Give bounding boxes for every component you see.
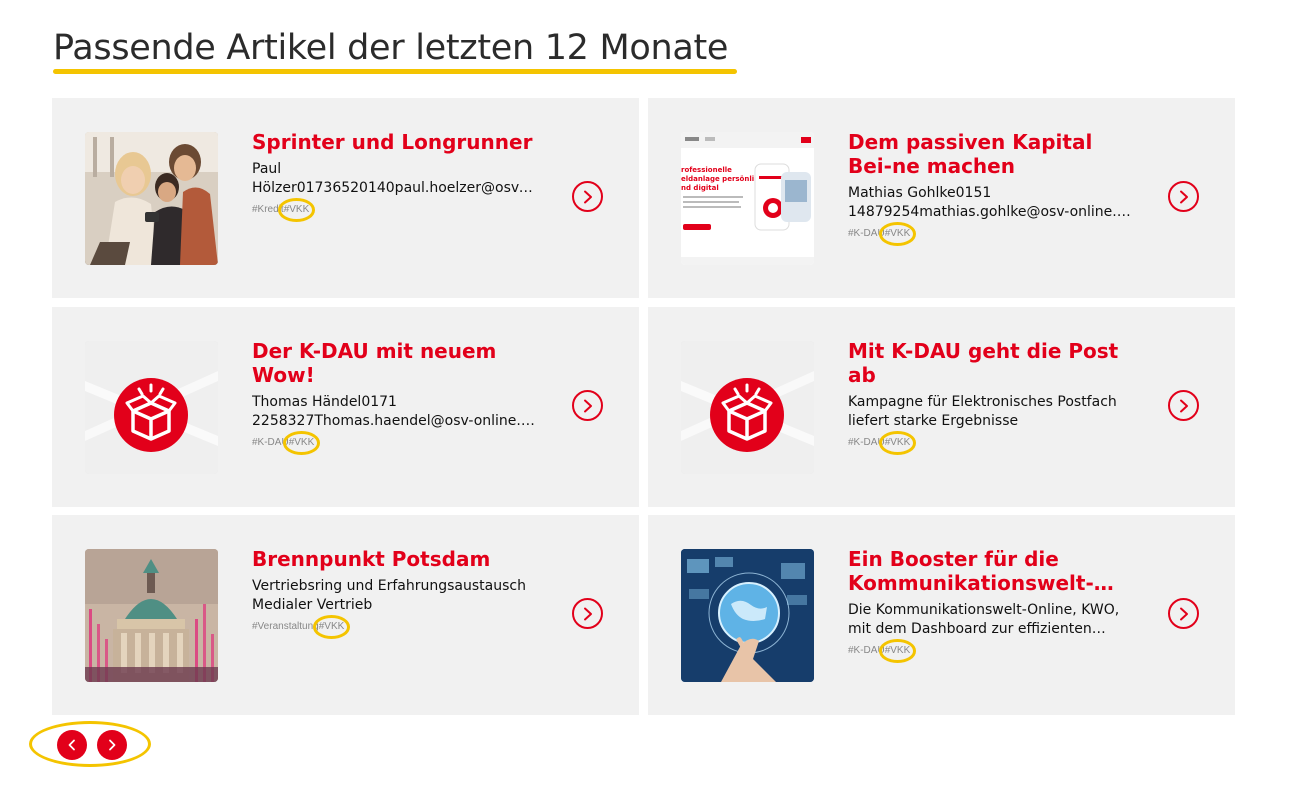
description-line: Die Kommunikationswelt-Online, KWO, [848,602,1120,618]
article-title[interactable]: Dem passiven Kapital Bei-ne machen [848,130,1093,178]
thumbnail-text: nd digital [681,184,719,192]
chevron-left-icon [68,739,75,751]
article-title[interactable]: Brennpunkt Potsdam [252,547,491,571]
article-content: Der K-DAU mit neuem Wow! Thomas Händel01… [252,339,542,455]
chevron-right-icon [109,739,116,751]
description-line: Hölzer01736520140paul.hoelzer@osv-… [252,180,537,196]
title-underline [53,69,737,74]
tag[interactable]: #Veranstaltung [252,621,319,632]
tag-list: #K-DAU#VKK [848,431,1138,455]
article-title[interactable]: Ein Booster für die Kommunikationswelt-… [848,547,1114,595]
thumbnail-text: eldanlage persönlich [681,175,763,183]
tag[interactable]: #K-DAU [848,437,885,448]
article-description: Die Kommunikationswelt-Online, KWO, mit … [848,601,1133,639]
article-thumbnail[interactable] [681,549,814,682]
chevron-right-icon [583,190,592,203]
chevron-right-icon [583,399,592,412]
description-line: Paul [252,161,282,177]
article-grid: Sprinter und Longrunner Paul Hölzer01736… [52,98,1235,715]
chevron-right-icon [1179,399,1188,412]
tag[interactable]: #K-DAU [848,228,885,239]
chevron-right-icon [583,607,592,620]
article-description: Mathias Gohlke0151 14879254mathias.gohlk… [848,184,1133,222]
tag-list: #K-DAU#VKK [848,222,1138,246]
description-line: 2258327Thomas.haendel@osv-online.d… [252,413,537,429]
open-article-button[interactable] [572,598,603,629]
tag-highlighted[interactable]: #VKK [878,639,916,663]
article-thumbnail[interactable] [681,341,814,474]
article-thumbnail[interactable] [85,549,218,682]
description-line: Thomas Händel0171 [252,394,397,410]
k-dau-box-icon [681,341,814,474]
k-dau-box-icon [85,341,218,474]
tag-list: #K-DAU#VKK [252,431,542,455]
tech-globe-photo [681,549,814,682]
tag-list: #Veranstaltung#VKK [252,615,542,639]
carousel-pager [29,721,151,767]
article-thumbnail[interactable] [85,132,218,265]
tag-list: #Kredit#VKK [252,198,542,222]
open-article-button[interactable] [1168,598,1199,629]
description-line: Mathias Gohlke0151 [848,185,992,201]
tag-highlighted[interactable]: #VKK [312,615,350,639]
article-thumbnail[interactable] [85,341,218,474]
open-article-button[interactable] [1168,390,1199,421]
article-card[interactable]: rofessionelle eldanlage persönlich nd di… [648,98,1235,298]
description-line: Vertriebsring und Erfahrungsaustausch [252,578,526,594]
article-content: Ein Booster für die Kommunikationswelt-…… [848,547,1138,663]
description-line: liefert starke Ergebnisse [848,413,1019,429]
open-article-button[interactable] [572,390,603,421]
article-content: Sprinter und Longrunner Paul Hölzer01736… [252,130,542,222]
open-article-button[interactable] [572,181,603,212]
tag-list: #K-DAU#VKK [848,639,1138,663]
description-line: mit dem Dashboard zur effizienten… [848,621,1106,637]
description-line: Kampagne für Elektronisches Postfach [848,394,1117,410]
tag[interactable]: #Kredit [252,204,284,215]
chevron-right-icon [1179,190,1188,203]
article-title[interactable]: Der K-DAU mit neuem Wow! [252,339,497,387]
article-card[interactable]: Der K-DAU mit neuem Wow! Thomas Händel01… [52,307,639,507]
article-title[interactable]: Sprinter und Longrunner [252,130,533,154]
article-card[interactable]: Ein Booster für die Kommunikationswelt-…… [648,515,1235,715]
article-content: Dem passiven Kapital Bei-ne machen Mathi… [848,130,1138,246]
open-article-button[interactable] [1168,181,1199,212]
article-card[interactable]: Mit K-DAU geht die Post ab Kampagne für … [648,307,1235,507]
page-title: Passende Artikel der letzten 12 Monate [53,28,729,68]
thumbnail-text: rofessionelle [681,166,732,174]
tag[interactable]: #K-DAU [252,437,289,448]
description-line: Medialer Vertrieb [252,597,373,613]
previous-page-button[interactable] [57,730,87,760]
article-description: Thomas Händel0171 2258327Thomas.haendel@… [252,393,537,431]
description-line: 14879254mathias.gohlke@osv-online.d… [848,204,1133,220]
article-description: Paul Hölzer01736520140paul.hoelzer@osv-… [252,160,537,198]
document-screenshot: rofessionelle eldanlage persönlich nd di… [681,132,814,265]
pager-highlight [29,721,151,767]
section-header: Passende Artikel der letzten 12 Monate [53,24,737,74]
tag-highlighted[interactable]: #VKK [878,222,916,246]
article-description: Vertriebsring und Erfahrungsaustausch Me… [252,577,537,615]
article-description: Kampagne für Elektronisches Postfach lie… [848,393,1133,431]
article-title[interactable]: Mit K-DAU geht die Post ab [848,339,1119,387]
chevron-right-icon [1179,607,1188,620]
tag-highlighted[interactable]: #VKK [282,431,320,455]
tag-highlighted[interactable]: #VKK [277,198,315,222]
tag-highlighted[interactable]: #VKK [878,431,916,455]
article-thumbnail[interactable]: rofessionelle eldanlage persönlich nd di… [681,132,814,265]
tag[interactable]: #K-DAU [848,645,885,656]
potsdam-dome-photo [85,549,218,682]
next-page-button[interactable] [97,730,127,760]
article-card[interactable]: Brennpunkt Potsdam Vertriebsring und Erf… [52,515,639,715]
article-content: Brennpunkt Potsdam Vertriebsring und Erf… [252,547,542,639]
article-content: Mit K-DAU geht die Post ab Kampagne für … [848,339,1138,455]
shopping-women-photo [85,132,218,265]
article-card[interactable]: Sprinter und Longrunner Paul Hölzer01736… [52,98,639,298]
